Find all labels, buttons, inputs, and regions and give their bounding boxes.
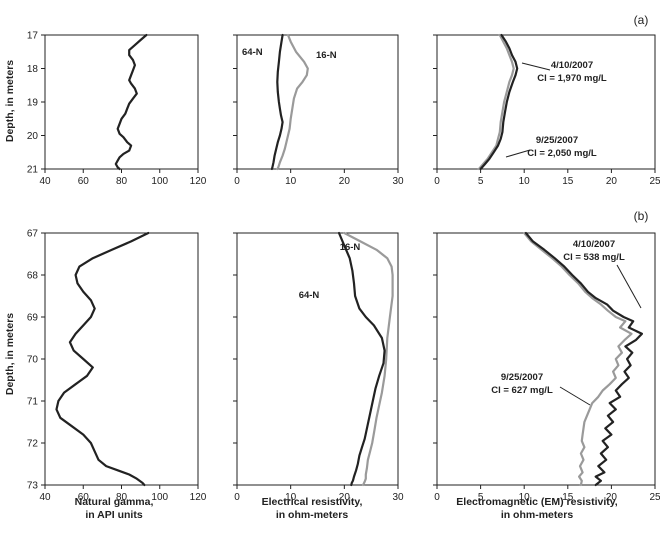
plot-frame bbox=[44, 232, 199, 486]
annotation-a-16n: 16-N bbox=[316, 50, 337, 61]
x-axis-title-gamma-line1: Natural gamma, bbox=[75, 496, 154, 508]
x-axis-title-res-line2: in ohm-meters bbox=[276, 509, 349, 521]
y-tick-label: 71 bbox=[27, 397, 39, 408]
y-tick-label: 70 bbox=[27, 355, 39, 366]
y-tick-label: 72 bbox=[27, 439, 39, 450]
plot-frame bbox=[44, 34, 199, 170]
annotation-a-date2: 9/25/2007 bbox=[536, 135, 578, 146]
x-tick-label: 80 bbox=[116, 176, 128, 187]
panel-b-2: 0 10 20 30 bbox=[233, 231, 404, 503]
panel-a-1: 40 60 80 100 120 17 18 19 20 21 bbox=[27, 31, 207, 188]
y-tick-label: 19 bbox=[27, 98, 39, 109]
x-tick-label: 120 bbox=[190, 492, 207, 503]
x-tick-label: 60 bbox=[78, 492, 90, 503]
annotation-a-cl1: Cl = 1,970 mg/L bbox=[537, 73, 607, 84]
plot-frame bbox=[236, 232, 399, 486]
annotation-b-leader2 bbox=[559, 386, 591, 406]
series-line-16-n bbox=[276, 33, 309, 171]
series-line-64-n bbox=[337, 231, 386, 487]
series-line-9-25-2007 bbox=[477, 33, 515, 171]
x-tick-label: 10 bbox=[519, 492, 531, 503]
x-axis-title-em-line2: in ohm-meters bbox=[501, 509, 574, 521]
series-line bbox=[114, 33, 148, 171]
x-tick-label: 60 bbox=[78, 176, 90, 187]
annotation-b-cl1: Cl = 538 mg/L bbox=[563, 252, 625, 263]
x-axis-title-em-line1: Electromagnetic (EM) resistivity, bbox=[456, 496, 618, 508]
x-tick-label: 120 bbox=[190, 176, 207, 187]
x-tick-label: 0 bbox=[434, 176, 440, 187]
x-tick-label: 10 bbox=[285, 176, 297, 187]
annotation-a-cl2: Cl = 2,050 mg/L bbox=[527, 148, 597, 159]
y-tick-label: 68 bbox=[27, 271, 39, 282]
annotation-a-64n: 64-N bbox=[242, 47, 263, 58]
panel-a-2: 0 10 20 30 bbox=[233, 33, 404, 187]
series-line-9-25-2007 bbox=[523, 231, 633, 487]
x-tick-label: 5 bbox=[478, 176, 484, 187]
y-tick-label: 69 bbox=[27, 313, 39, 324]
annotation-b-leader1 bbox=[616, 264, 642, 309]
y-tick-label: 67 bbox=[27, 229, 39, 240]
x-tick-label: 0 bbox=[234, 492, 240, 503]
x-axis-title-gamma-line2: in API units bbox=[85, 509, 143, 521]
x-tick-label: 5 bbox=[478, 492, 484, 503]
x-tick-label: 0 bbox=[434, 492, 440, 503]
x-tick-label: 20 bbox=[339, 492, 351, 503]
x-tick-label: 30 bbox=[392, 492, 404, 503]
y-tick-label: 73 bbox=[27, 481, 39, 492]
y-tick-label: 21 bbox=[27, 165, 39, 176]
x-tick-label: 20 bbox=[606, 176, 618, 187]
y-axis-title-a: Depth, in meters bbox=[4, 60, 16, 142]
y-tick-label: 20 bbox=[27, 131, 39, 142]
y-axis-title-b: Depth, in meters bbox=[4, 313, 16, 395]
annotation-b-date2: 9/25/2007 bbox=[501, 372, 543, 383]
x-tick-label: 25 bbox=[649, 492, 660, 503]
series-line bbox=[55, 231, 150, 487]
annotation-b-64n: 64-N bbox=[299, 290, 320, 301]
x-tick-label: 0 bbox=[234, 176, 240, 187]
x-tick-label: 80 bbox=[116, 492, 128, 503]
y-tick-label: 18 bbox=[27, 64, 39, 75]
series-line-4-10-2007 bbox=[524, 231, 644, 487]
annotation-b-date1: 4/10/2007 bbox=[573, 239, 615, 250]
series-line-16-n bbox=[343, 231, 394, 487]
x-tick-label: 10 bbox=[519, 176, 531, 187]
x-tick-label: 25 bbox=[649, 176, 660, 187]
panel-label-b: (b) bbox=[634, 209, 649, 223]
annotation-a-date1: 4/10/2007 bbox=[551, 60, 593, 71]
annotation-a-leader1 bbox=[521, 62, 551, 71]
x-tick-label: 40 bbox=[39, 176, 51, 187]
annotation-a-leader2 bbox=[505, 149, 531, 158]
x-tick-label: 30 bbox=[392, 176, 404, 187]
panel-label-a: (a) bbox=[634, 13, 649, 27]
series-line-64-n bbox=[270, 33, 284, 171]
x-tick-label: 20 bbox=[606, 492, 618, 503]
x-tick-label: 20 bbox=[339, 176, 351, 187]
x-tick-label: 100 bbox=[151, 176, 168, 187]
x-tick-label: 10 bbox=[285, 492, 297, 503]
x-tick-label: 100 bbox=[151, 492, 168, 503]
series-line-4-10-2007 bbox=[479, 33, 519, 171]
y-tick-label: 17 bbox=[27, 31, 39, 42]
x-tick-label: 40 bbox=[39, 492, 51, 503]
annotation-b-16n: 16-N bbox=[340, 242, 361, 253]
annotation-b-cl2: Cl = 627 mg/L bbox=[491, 385, 553, 396]
x-tick-label: 15 bbox=[562, 492, 574, 503]
x-axis-title-res-line1: Electrical resistivity, bbox=[262, 496, 363, 508]
panel-b-3: 0 5 10 15 20 25 bbox=[433, 231, 660, 503]
x-tick-label: 15 bbox=[562, 176, 574, 187]
plot-frame bbox=[436, 232, 656, 486]
panel-a-3: 0 5 10 15 20 25 bbox=[433, 33, 660, 187]
panel-b-1: 40 60 80 100 120 67 68 69 70 71 72 73 bbox=[27, 229, 207, 504]
